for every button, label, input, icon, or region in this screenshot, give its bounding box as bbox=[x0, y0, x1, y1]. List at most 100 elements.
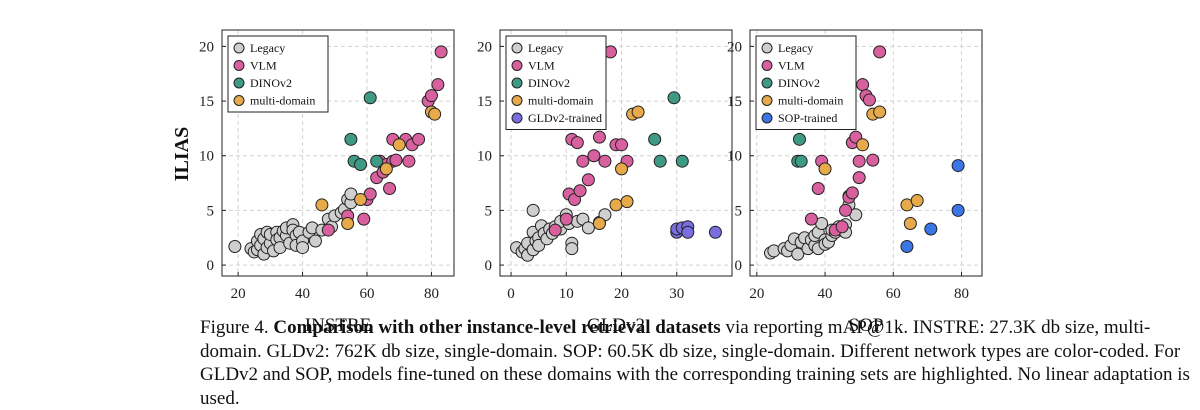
gldv2-scatter-panel: 0 10 20 30 0 5 10 15 20 GLDv2 Legacy VLM DINOv2 multi… bbox=[477, 29, 733, 336]
data-point-dinov2 bbox=[648, 132, 662, 146]
y-tick-label: 5 bbox=[485, 203, 493, 219]
legend-label: multi-domain bbox=[250, 94, 315, 108]
ilias-y-axis-label: ILIAS bbox=[171, 127, 193, 181]
data-point-multi-domain bbox=[592, 217, 606, 231]
data-point-vlm bbox=[811, 182, 825, 196]
y-tick-label: 0 bbox=[207, 258, 215, 274]
data-point-multi-domain bbox=[315, 198, 329, 212]
y-tick-label: 5 bbox=[735, 203, 743, 219]
data-point-multi-domain bbox=[615, 162, 629, 176]
data-point-dinov2 bbox=[794, 154, 808, 168]
x-tick-label: 60 bbox=[360, 286, 375, 302]
data-point-multi-domain bbox=[428, 107, 442, 121]
legend-marker bbox=[233, 95, 245, 106]
legend-marker bbox=[761, 112, 773, 124]
data-point-vlm bbox=[573, 184, 587, 198]
legend-marker bbox=[511, 95, 523, 106]
legend-box bbox=[227, 35, 329, 113]
data-point-vlm bbox=[548, 223, 562, 237]
y-tick-label: 10 bbox=[199, 149, 214, 165]
legend-marker bbox=[511, 112, 523, 124]
legend-label: VLM bbox=[528, 59, 555, 73]
legend-box bbox=[755, 35, 857, 130]
x-axis-label: SOP bbox=[849, 315, 884, 336]
data-point-vlm bbox=[431, 78, 445, 92]
data-point-sop-trained bbox=[951, 203, 965, 217]
data-point-dinov2 bbox=[363, 91, 377, 105]
legend-label: DINOv2 bbox=[250, 76, 292, 90]
legend-marker bbox=[761, 77, 773, 89]
data-point-vlm bbox=[835, 220, 849, 234]
data-point-vlm bbox=[434, 45, 448, 59]
legend-label: VLM bbox=[250, 59, 277, 73]
data-point-dinov2 bbox=[792, 132, 806, 146]
x-tick-label: 20 bbox=[749, 286, 764, 302]
data-point-legacy bbox=[344, 187, 358, 201]
x-tick-label: 40 bbox=[818, 286, 833, 302]
y-tick-label: 0 bbox=[735, 258, 743, 274]
x-tick-label: 0 bbox=[507, 286, 515, 302]
y-tick-label: 15 bbox=[477, 94, 492, 110]
data-point-legacy bbox=[565, 242, 579, 256]
data-point-legacy bbox=[308, 234, 322, 248]
legend-marker bbox=[233, 77, 245, 89]
data-point-multi-domain bbox=[856, 138, 870, 152]
data-point-multi-domain bbox=[341, 217, 355, 231]
data-point-dinov2 bbox=[675, 154, 689, 168]
data-point-multi-domain bbox=[392, 138, 406, 152]
legend-marker bbox=[511, 42, 523, 54]
data-point-vlm bbox=[615, 138, 629, 152]
data-point-multi-domain bbox=[609, 198, 623, 212]
legend-label: SOP-trained bbox=[778, 111, 837, 125]
legend-label: GLDv2-trained bbox=[528, 111, 602, 125]
x-tick-label: 40 bbox=[295, 286, 310, 302]
plot-frame bbox=[499, 29, 733, 277]
x-tick-label: 80 bbox=[954, 286, 969, 302]
data-point-vlm bbox=[852, 171, 866, 185]
instre-scatter-panel: 20 40 60 80 0 5 10 15 20 INSTRE Legacy VLM DINOv2 mul… bbox=[199, 29, 455, 336]
data-point-multi-domain bbox=[910, 194, 924, 208]
data-point-dinov2 bbox=[370, 154, 384, 168]
data-point-vlm bbox=[383, 182, 397, 196]
data-point-sop-trained bbox=[924, 222, 938, 236]
data-point-vlm bbox=[576, 154, 590, 168]
plot-frame bbox=[221, 29, 455, 277]
x-tick-label: 10 bbox=[559, 286, 574, 302]
data-point-vlm bbox=[581, 173, 595, 187]
y-tick-label: 20 bbox=[477, 39, 492, 55]
data-point-multi-domain bbox=[903, 217, 917, 231]
data-point-multi-domain bbox=[631, 105, 645, 119]
data-point-vlm bbox=[862, 93, 876, 107]
legend-marker bbox=[511, 60, 523, 71]
legend-marker bbox=[233, 60, 245, 71]
legend-marker bbox=[761, 42, 773, 54]
y-tick-label: 10 bbox=[727, 149, 742, 165]
data-point-vlm bbox=[592, 130, 606, 144]
figure-caption: Figure 4. Comparison with other instance… bbox=[200, 316, 1190, 410]
x-tick-label: 20 bbox=[614, 286, 629, 302]
data-point-vlm bbox=[389, 153, 403, 167]
data-point-sop-trained bbox=[900, 239, 914, 253]
caption-body: via reporting mAP@1k. INSTRE: 27.3K db s… bbox=[200, 317, 1190, 409]
data-point-vlm bbox=[598, 154, 612, 168]
data-point-vlm bbox=[587, 149, 601, 163]
data-point-dinov2 bbox=[667, 91, 681, 105]
data-point-vlm bbox=[866, 153, 880, 167]
data-point-legacy bbox=[581, 221, 595, 235]
y-tick-label: 10 bbox=[477, 149, 492, 165]
data-point-legacy bbox=[791, 247, 805, 261]
x-axis-label: GLDv2 bbox=[587, 315, 645, 336]
y-tick-label: 15 bbox=[727, 94, 742, 110]
x-tick-label: 80 bbox=[424, 286, 439, 302]
x-tick-label: 60 bbox=[886, 286, 901, 302]
data-point-multi-domain bbox=[379, 162, 393, 176]
data-point-gldv2-trained bbox=[708, 225, 722, 239]
x-tick-label: 30 bbox=[669, 286, 684, 302]
data-point-sop-trained bbox=[951, 159, 965, 173]
data-point-vlm bbox=[570, 136, 584, 150]
legend-label: DINOv2 bbox=[528, 76, 570, 90]
data-point-legacy bbox=[228, 239, 242, 253]
data-point-gldv2-trained bbox=[681, 225, 695, 239]
caption-bold: Comparison with other instance-level ret… bbox=[273, 317, 721, 338]
